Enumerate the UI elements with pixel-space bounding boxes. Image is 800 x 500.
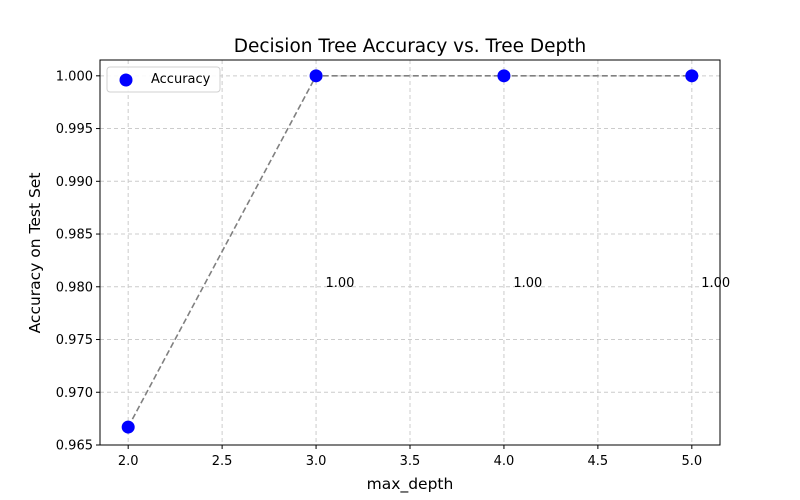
data-point: [497, 69, 511, 83]
y-tick-label: 0.985: [56, 228, 93, 243]
data-point: [685, 69, 699, 83]
data-points: [121, 69, 699, 434]
x-tick-label: 3.5: [400, 454, 421, 469]
series-line-path: [127, 75, 692, 428]
y-axis-label: Accuracy on Test Set: [26, 173, 44, 334]
x-ticks: 2.0 2.5 3.0 3.5 4.0 4.5 5.0: [118, 445, 702, 469]
x-tick-label: 5.0: [681, 454, 702, 469]
grid: [100, 60, 720, 446]
chart-title: Decision Tree Accuracy vs. Tree Depth: [234, 36, 587, 57]
y-tick-label: 1.000: [56, 69, 93, 84]
data-point: [121, 420, 135, 434]
y-tick-label: 0.990: [56, 175, 93, 190]
annotations: 1.00 1.00 1.00: [325, 276, 730, 291]
x-tick-label: 2.5: [212, 454, 233, 469]
legend-marker: [119, 73, 133, 87]
y-tick-label: 0.975: [56, 333, 93, 348]
x-tick-label: 4.5: [588, 454, 609, 469]
x-tick-label: 4.0: [494, 454, 515, 469]
data-label: 1.00: [513, 276, 542, 291]
x-tick-label: 2.0: [118, 454, 139, 469]
y-ticks: 0.965 0.970 0.975 0.980 0.985 0.990 0.995 1.000: [56, 69, 100, 454]
legend-label: Accuracy: [151, 72, 211, 87]
x-tick-label: 3.0: [306, 454, 327, 469]
series-line: [127, 75, 692, 428]
y-tick-label: 0.980: [56, 280, 93, 295]
legend: Accuracy: [106, 66, 221, 93]
data-point: [309, 69, 323, 83]
data-label: 1.00: [701, 276, 730, 291]
y-tick-label: 0.965: [56, 439, 93, 454]
data-label: 1.00: [325, 276, 354, 291]
x-axis-label: max_depth: [367, 475, 454, 494]
legend-box: [106, 66, 221, 93]
y-tick-label: 0.970: [56, 386, 93, 401]
y-tick-label: 0.995: [56, 122, 93, 137]
